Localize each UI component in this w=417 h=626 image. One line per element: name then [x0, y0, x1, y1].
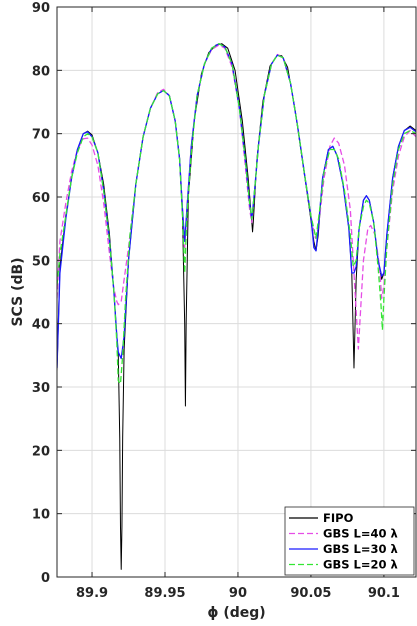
y-tick-label: 70 — [32, 128, 50, 143]
axis-ticks — [57, 6, 416, 578]
y-tick-label: 0 — [41, 571, 50, 586]
y-tick-label: 80 — [32, 64, 50, 79]
y-tick-label: 90 — [32, 1, 50, 16]
tick-labels: 0 10 20 30 40 50 60 70 80 90 89.9 89.95 90 90.05 90.1 — [32, 1, 400, 601]
x-tick-label: 89.9 — [76, 586, 108, 601]
y-tick-label: 50 — [32, 254, 50, 269]
legend-label-2: GBS L=30 λ — [323, 542, 398, 556]
x-axis-label: ϕ (deg) — [207, 605, 265, 621]
legend-label-1: GBS L=40 λ — [323, 527, 398, 541]
axes-frame — [56, 6, 417, 578]
series-line-3 — [57, 43, 416, 385]
y-tick-label: 60 — [32, 191, 50, 206]
y-tick-label: 20 — [32, 444, 50, 459]
legend-label-3: GBS L=20 λ — [323, 558, 398, 572]
y-tick-label: 30 — [32, 381, 50, 396]
plot-lines — [57, 43, 416, 570]
legend-label-0: FIPO — [323, 511, 354, 525]
y-tick-label: 40 — [32, 318, 50, 333]
y-axis-label: SCS (dB) — [10, 257, 26, 326]
x-tick-label: 90.05 — [290, 586, 331, 601]
x-tick-label: 89.95 — [144, 586, 185, 601]
x-tick-label: 90 — [229, 586, 247, 601]
x-tick-label: 90.1 — [368, 586, 400, 601]
y-tick-label: 10 — [32, 508, 50, 523]
